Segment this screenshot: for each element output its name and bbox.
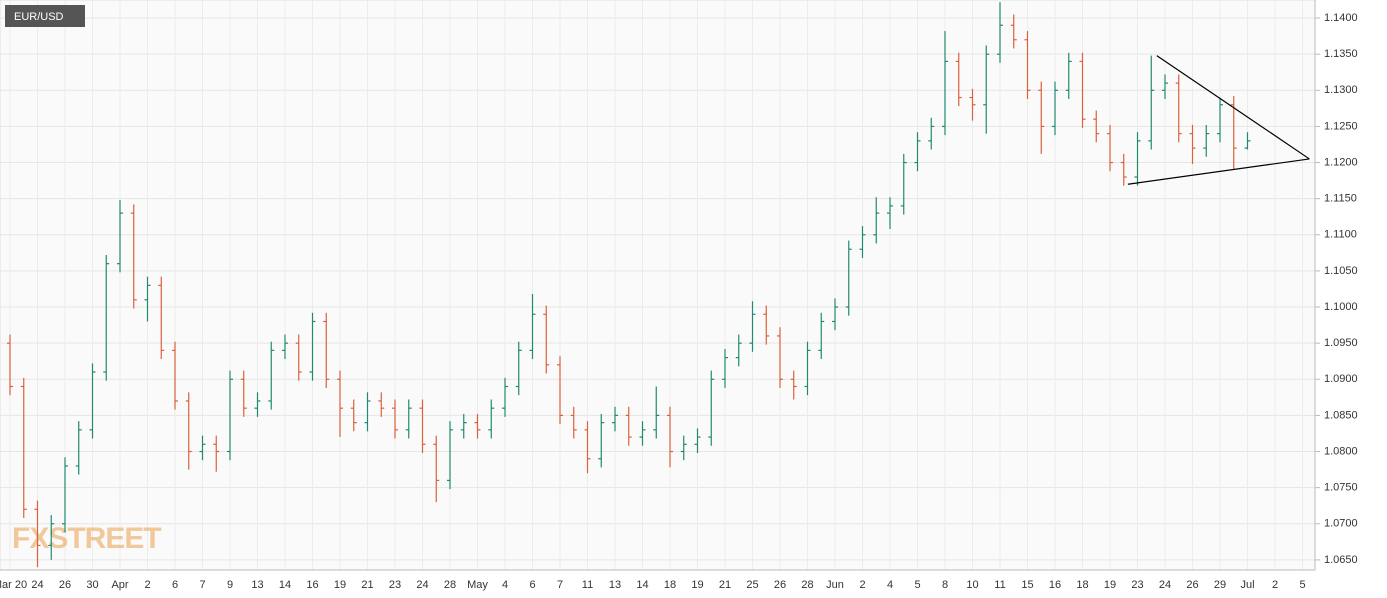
y-tick-label: 1.1050 xyxy=(1324,265,1358,277)
x-tick-label: 26 xyxy=(1186,579,1198,591)
x-tick-label: 23 xyxy=(389,579,401,591)
x-tick-label: 4 xyxy=(887,579,893,591)
x-tick-label: 26 xyxy=(774,579,786,591)
x-tick-label: 10 xyxy=(966,579,978,591)
x-tick-label: 24 xyxy=(416,579,428,591)
x-tick-label: 23 xyxy=(1131,579,1143,591)
x-tick-label: 13 xyxy=(609,579,621,591)
plot-area xyxy=(0,0,1316,571)
x-tick-label: 11 xyxy=(994,579,1005,591)
x-tick-label: 14 xyxy=(636,579,648,591)
x-tick-label: 2 xyxy=(1272,579,1278,591)
x-tick-label: 18 xyxy=(664,579,676,591)
x-tick-label: 26 xyxy=(59,579,71,591)
y-tick-label: 1.0900 xyxy=(1324,373,1358,385)
x-tick-label: 5 xyxy=(1299,579,1305,591)
x-tick-label: 19 xyxy=(1104,579,1116,591)
x-tick-label: 6 xyxy=(529,579,535,591)
x-tick-label: 18 xyxy=(1076,579,1088,591)
x-tick-label: 8 xyxy=(942,579,948,591)
x-tick-label: 19 xyxy=(691,579,703,591)
trendline xyxy=(1156,55,1310,160)
y-tick-label: 1.1250 xyxy=(1324,120,1358,132)
x-tick-label: 4 xyxy=(502,579,508,591)
x-tick-label: May xyxy=(467,579,488,591)
x-tick-label: 19 xyxy=(334,579,346,591)
x-tick-label: 13 xyxy=(251,579,263,591)
x-tick-label: 21 xyxy=(361,579,373,591)
x-tick-label: 28 xyxy=(444,579,456,591)
y-tick-label: 1.1400 xyxy=(1324,12,1358,24)
x-tick-label: 2 xyxy=(859,579,865,591)
x-tick-label: Jun xyxy=(826,579,844,591)
x-tick-label: 24 xyxy=(31,579,43,591)
x-tick-label: 24 xyxy=(1159,579,1171,591)
x-tick-label: 29 xyxy=(1214,579,1226,591)
x-tick-label: 16 xyxy=(306,579,318,591)
chart-title: EUR/USD xyxy=(14,11,64,23)
trendline xyxy=(1127,158,1310,185)
watermark: FXSTREET xyxy=(12,522,161,555)
x-tick-label: 11 xyxy=(582,579,593,591)
y-tick-label: 1.0850 xyxy=(1324,409,1358,421)
x-tick-label: Apr xyxy=(111,579,128,591)
y-tick-label: 1.0750 xyxy=(1324,482,1358,494)
y-tick-label: 1.1350 xyxy=(1324,48,1358,60)
x-tick-label: 9 xyxy=(227,579,233,591)
y-tick-label: 1.0950 xyxy=(1324,337,1358,349)
x-tick-label: 25 xyxy=(746,579,758,591)
y-tick-label: 1.1000 xyxy=(1324,301,1358,313)
x-tick-label: 15 xyxy=(1021,579,1033,591)
y-tick-label: 1.1200 xyxy=(1324,156,1358,168)
x-tick-label: 16 xyxy=(1049,579,1061,591)
y-tick-label: 1.1300 xyxy=(1324,84,1358,96)
y-tick-label: 1.0800 xyxy=(1324,445,1358,457)
y-tick-label: 1.1150 xyxy=(1324,193,1357,205)
y-tick-label: 1.0700 xyxy=(1324,518,1358,530)
x-tick-label: 2 xyxy=(144,579,150,591)
y-tick-label: 1.0650 xyxy=(1324,554,1358,566)
x-tick-label: Jul xyxy=(1240,579,1254,591)
x-tick-label: 14 xyxy=(279,579,291,591)
x-tick-label: 28 xyxy=(801,579,813,591)
x-tick-label: 7 xyxy=(199,579,205,591)
x-tick-label: Mar 20 xyxy=(0,579,27,591)
x-tick-label: 7 xyxy=(557,579,563,591)
symbol-badge xyxy=(5,5,85,27)
x-tick-label: 30 xyxy=(86,579,98,591)
x-tick-label: 6 xyxy=(172,579,178,591)
x-tick-label: 5 xyxy=(914,579,920,591)
x-tick-label: 21 xyxy=(719,579,731,591)
y-tick-label: 1.1100 xyxy=(1324,229,1357,241)
